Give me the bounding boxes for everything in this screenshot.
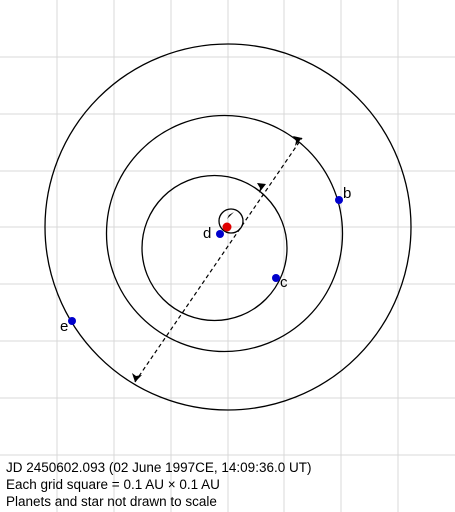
orbits: [44, 43, 412, 411]
star: [222, 222, 232, 232]
planet-label: e: [60, 318, 68, 335]
planets: [68, 196, 343, 325]
planet-label: c: [280, 274, 288, 291]
caption-line: Each grid square = 0.1 AU × 0.1 AU: [6, 477, 220, 492]
arrows: [132, 136, 302, 382]
planet-label: b: [343, 185, 351, 202]
caption-line: Planets and star not drawn to scale: [6, 494, 217, 509]
line-of-nodes: [134, 137, 303, 383]
caption-line: JD 2450602.093 (02 June 1997CE, 14:09:36…: [6, 460, 311, 475]
planet-label: d: [203, 225, 211, 242]
